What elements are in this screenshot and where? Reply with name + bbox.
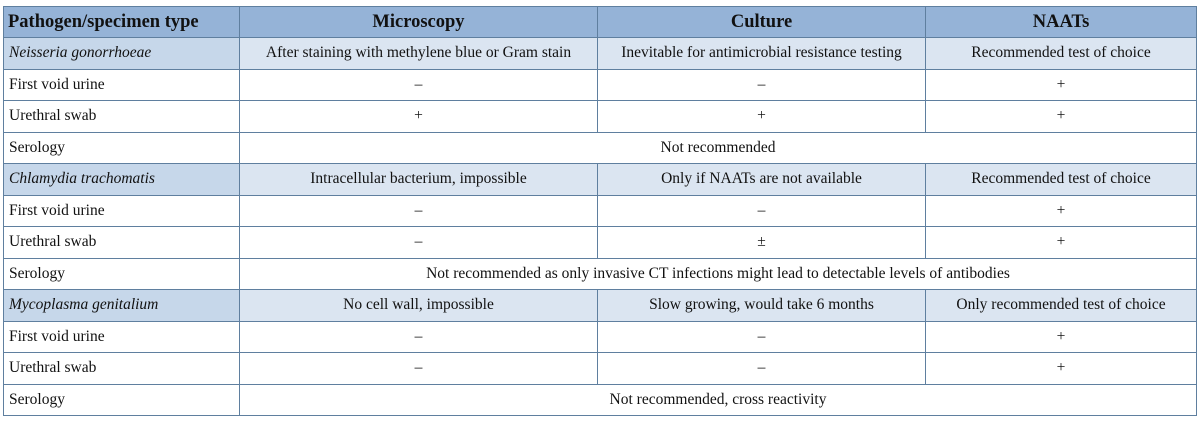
microscopy-value: – [239,352,598,385]
naats-value: + [925,226,1197,259]
specimen-label: Urethral swab [3,226,240,259]
naats-value: + [925,352,1197,385]
serology-row: Serology Not recommended [3,131,1197,164]
table-row: Urethral swab – ± + [3,226,1197,259]
naats-note: Only recommended test of choice [925,289,1197,322]
table-row: First void urine – – + [3,194,1197,227]
specimen-label: First void urine [3,320,240,353]
culture-note: Only if NAATs are not available [597,163,926,196]
serology-row: Serology Not recommended, cross reactivi… [3,383,1197,416]
header-naats: NAATs [925,6,1197,38]
culture-value: ± [597,226,926,259]
table-row: Urethral swab + + + [3,100,1197,133]
specimen-label: First void urine [3,194,240,227]
naats-value: + [925,68,1197,101]
microscopy-note: Intracellular bacterium, impossible [239,163,598,196]
microscopy-value: – [239,194,598,227]
pathogen-row-mycoplasma-genitalium: Mycoplasma genitalium No cell wall, impo… [3,289,1197,322]
naats-note: Recommended test of choice [925,37,1197,70]
culture-note: Slow growing, would take 6 months [597,289,926,322]
culture-note: Inevitable for antimicrobial resistance … [597,37,926,70]
table-header-row: Pathogen/specimen type Microscopy Cultur… [3,6,1197,38]
pathogen-name: Chlamydia trachomatis [3,163,240,196]
naats-value: + [925,320,1197,353]
naats-note: Recommended test of choice [925,163,1197,196]
table-row: First void urine – – + [3,320,1197,353]
pathogen-name: Neisseria gonorrhoeae [3,37,240,70]
specimen-label: Urethral swab [3,352,240,385]
diagnostic-methods-table: Pathogen/specimen type Microscopy Cultur… [3,6,1197,416]
header-culture: Culture [597,6,926,38]
culture-value: – [597,352,926,385]
microscopy-value: – [239,68,598,101]
serology-text: Not recommended as only invasive CT infe… [239,257,1197,290]
serology-row: Serology Not recommended as only invasiv… [3,257,1197,290]
microscopy-note: No cell wall, impossible [239,289,598,322]
specimen-label: Urethral swab [3,100,240,133]
pathogen-row-chlamydia-trachomatis: Chlamydia trachomatis Intracellular bact… [3,163,1197,196]
serology-label: Serology [3,131,240,164]
microscopy-value: + [239,100,598,133]
table-row: Urethral swab – – + [3,352,1197,385]
serology-label: Serology [3,257,240,290]
microscopy-value: – [239,320,598,353]
serology-text: Not recommended, cross reactivity [239,383,1197,416]
culture-value: – [597,194,926,227]
naats-value: + [925,194,1197,227]
serology-text: Not recommended [239,131,1197,164]
serology-label: Serology [3,383,240,416]
pathogen-row-neisseria-gonorrhoeae: Neisseria gonorrhoeae After staining wit… [3,37,1197,70]
microscopy-value: – [239,226,598,259]
culture-value: – [597,320,926,353]
naats-value: + [925,100,1197,133]
culture-value: + [597,100,926,133]
header-microscopy: Microscopy [239,6,598,38]
specimen-label: First void urine [3,68,240,101]
culture-value: – [597,68,926,101]
pathogen-name: Mycoplasma genitalium [3,289,240,322]
microscopy-note: After staining with methylene blue or Gr… [239,37,598,70]
header-pathogen-specimen-type: Pathogen/specimen type [3,6,240,38]
table-row: First void urine – – + [3,68,1197,101]
